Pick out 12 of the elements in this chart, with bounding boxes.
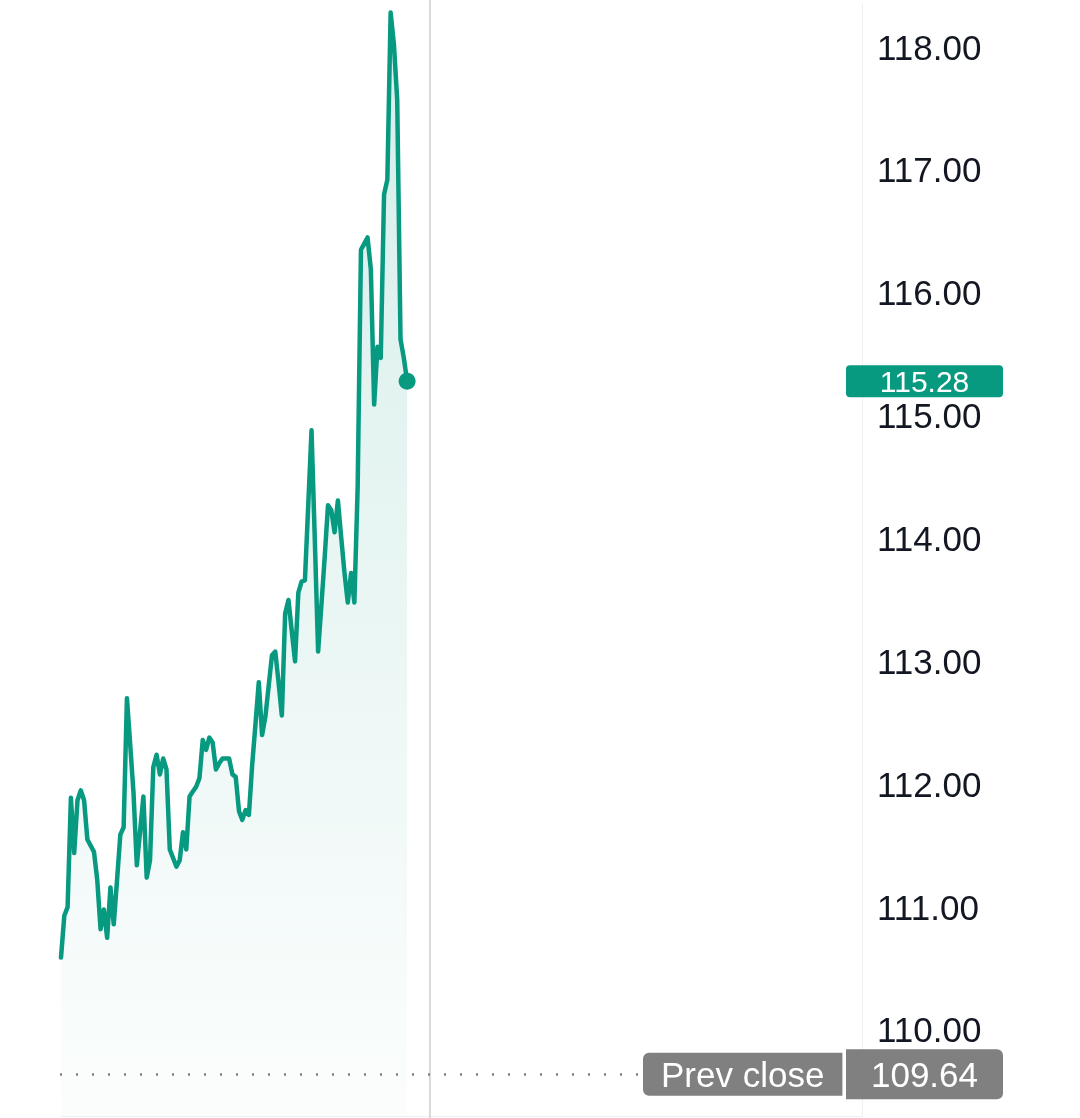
y-tick-label: 112.00 bbox=[877, 764, 982, 804]
y-tick-label: 110.00 bbox=[877, 1010, 982, 1050]
y-tick-label: 113.00 bbox=[877, 641, 982, 681]
y-tick-label: 116.00 bbox=[877, 273, 982, 313]
text: 115.28 bbox=[879, 364, 970, 398]
y-tick-label: 114.00 bbox=[877, 519, 982, 558]
y-tick-label: 118.00 bbox=[877, 27, 982, 67]
ref-line-label: Prev close bbox=[661, 1054, 825, 1094]
y-tick-label: 117.00 bbox=[877, 150, 982, 190]
text: 109.64 bbox=[870, 1054, 979, 1094]
y-tick-label: 115.00 bbox=[877, 396, 982, 436]
y-tick-label: 111.00 bbox=[877, 887, 979, 927]
